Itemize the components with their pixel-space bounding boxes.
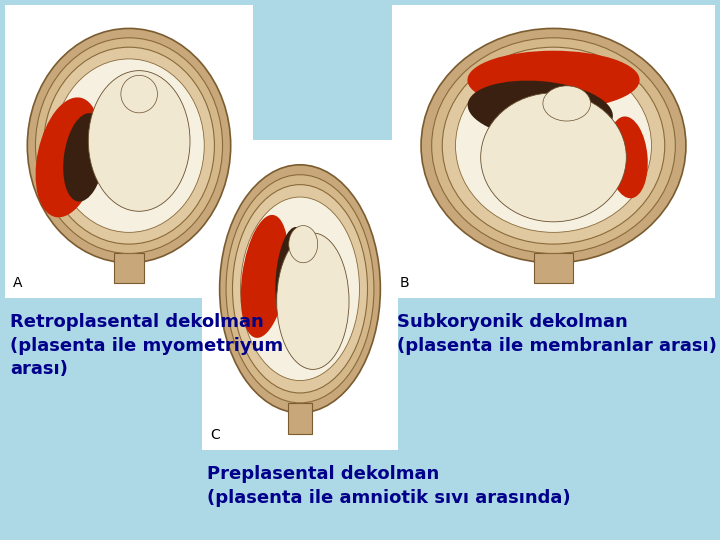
Ellipse shape [89,71,190,211]
Text: Subkoryonik dekolman
(plasenta ile membranlar arası): Subkoryonik dekolman (plasenta ile membr… [397,313,717,355]
Ellipse shape [44,47,215,244]
Ellipse shape [275,227,309,326]
Bar [534,253,573,283]
Ellipse shape [468,80,613,140]
Ellipse shape [35,97,100,217]
Ellipse shape [240,197,359,381]
Bar [392,5,715,298]
Bar [5,5,253,298]
Text: C: C [210,428,220,442]
Ellipse shape [226,175,374,403]
Ellipse shape [289,226,318,263]
Text: A: A [13,276,22,290]
Ellipse shape [608,117,648,198]
Bar [114,253,144,283]
Ellipse shape [421,29,686,263]
Ellipse shape [432,38,675,253]
Ellipse shape [54,59,204,232]
Ellipse shape [543,86,590,121]
Ellipse shape [233,185,367,393]
Ellipse shape [240,215,289,338]
Ellipse shape [121,75,158,113]
Bar [288,403,312,434]
Ellipse shape [467,51,639,109]
Ellipse shape [63,113,105,201]
Text: B: B [400,276,410,290]
Text: Retroplasental dekolman
(plasenta ile myometriyum
arası): Retroplasental dekolman (plasenta ile my… [10,313,283,378]
Ellipse shape [442,47,665,244]
Ellipse shape [35,38,222,253]
Text: Preplasental dekolman
(plasenta ile amniotik sıvı arasında): Preplasental dekolman (plasenta ile amni… [207,465,571,507]
Ellipse shape [481,93,626,222]
Ellipse shape [456,59,652,232]
Ellipse shape [27,29,230,263]
Ellipse shape [220,165,380,413]
Bar [202,140,398,450]
Ellipse shape [276,233,349,369]
